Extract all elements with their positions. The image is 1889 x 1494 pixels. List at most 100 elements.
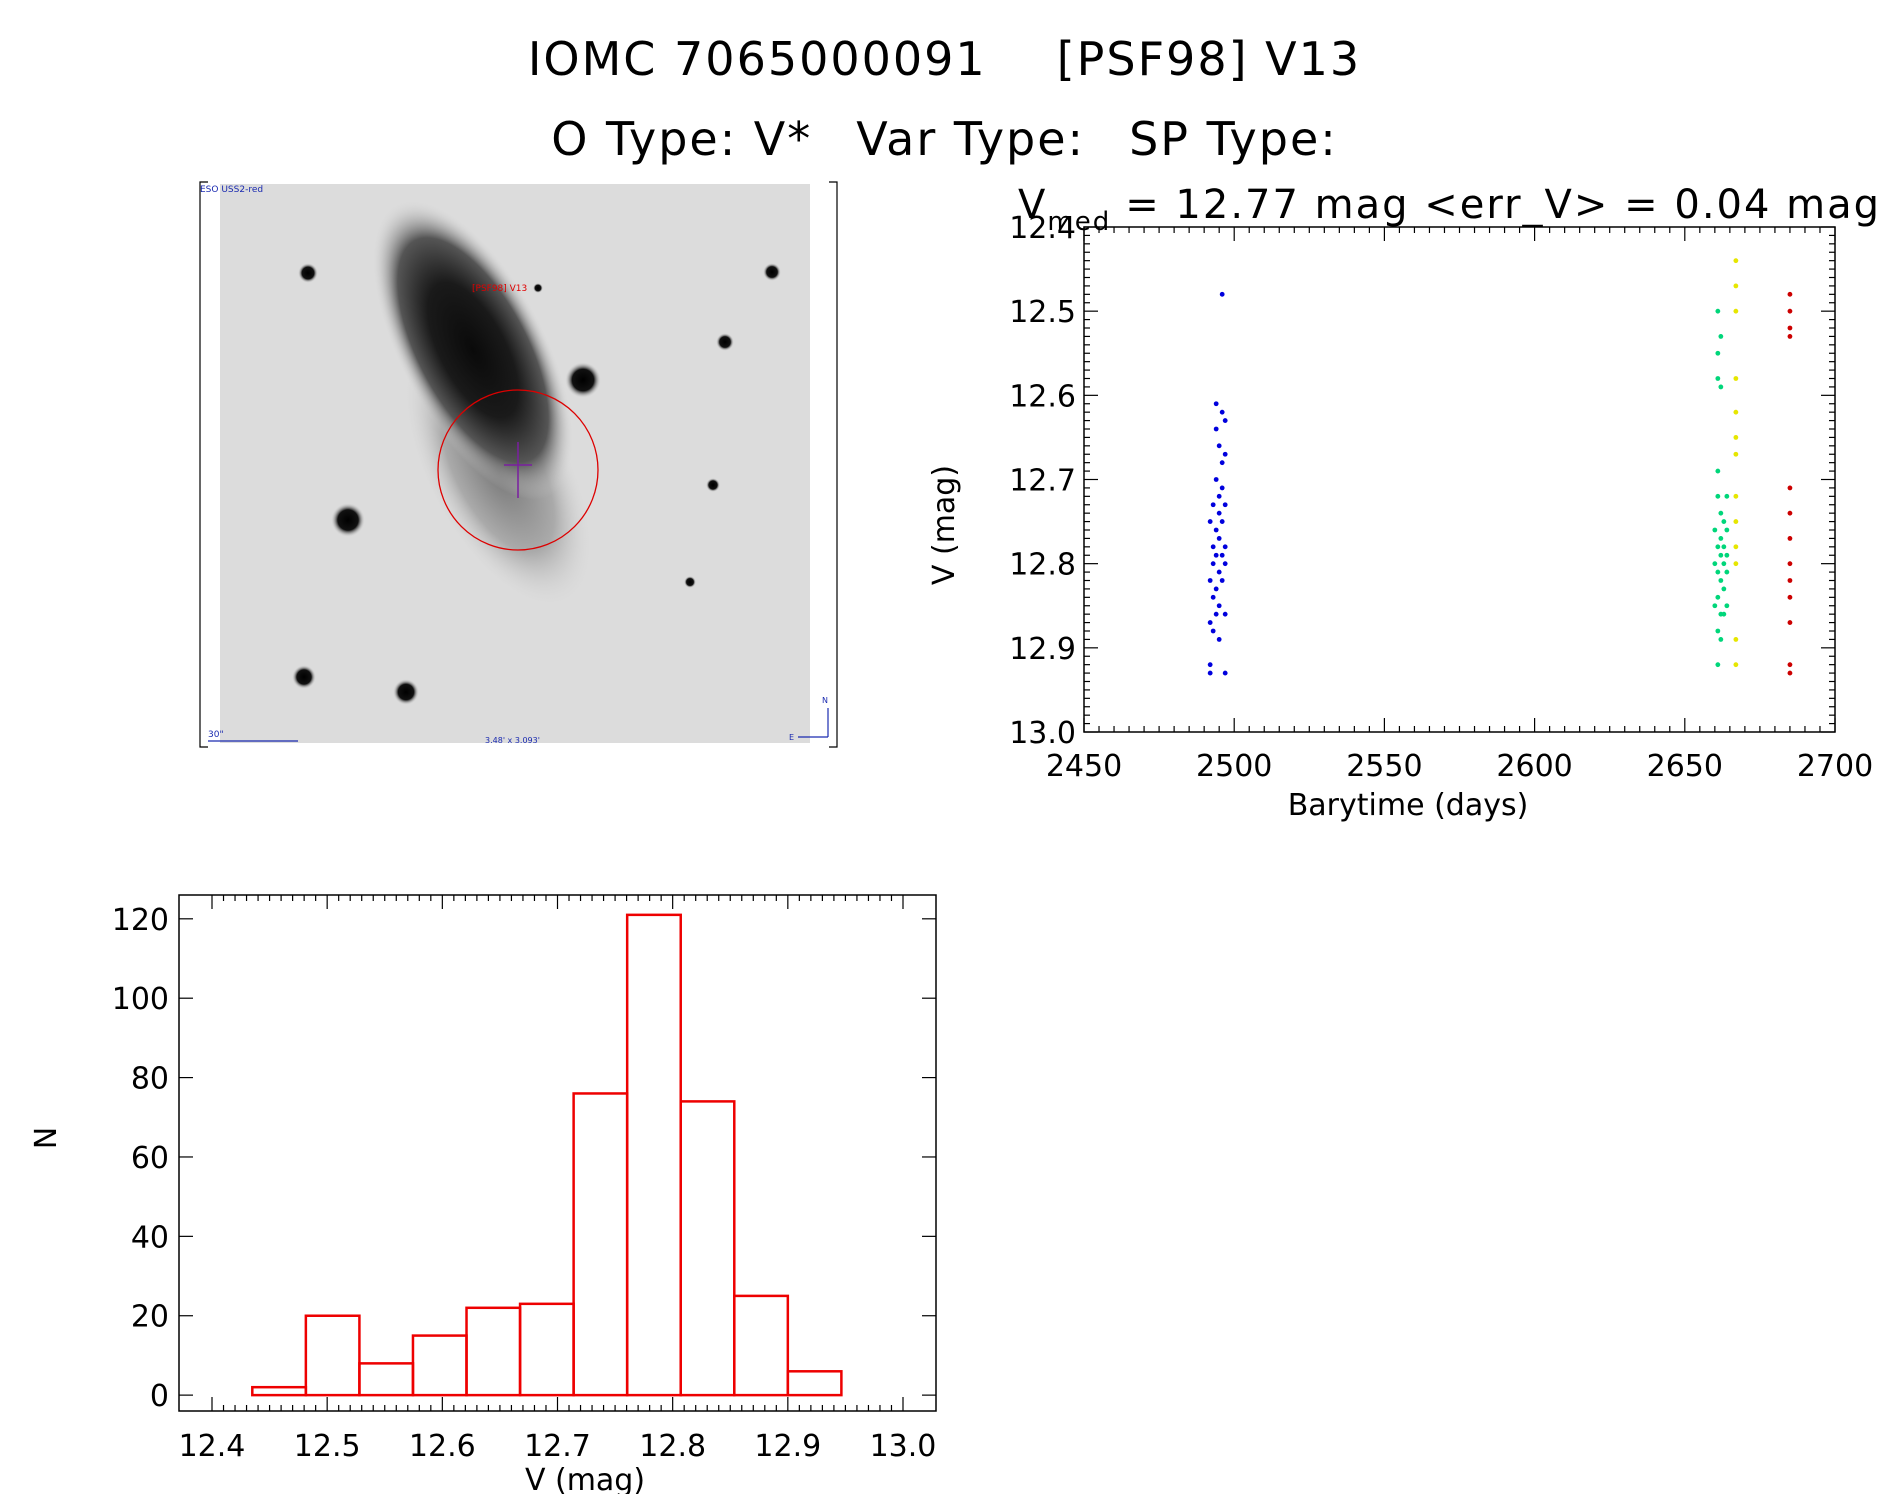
histogram-axes: 12.4 12.5 12.6 12.7 12.8 12.9 13.0 0 20 40 60 80 100… (112, 894, 937, 1464)
data-point (1733, 435, 1739, 440)
o-type-label: O Type: V* (551, 112, 813, 166)
data-point (1715, 468, 1721, 474)
histogram-bars (251, 913, 843, 1397)
data-point (1721, 519, 1727, 524)
x-tick-label: 12.9 (754, 1429, 821, 1464)
data-point (1718, 637, 1724, 642)
data-point (1733, 662, 1739, 668)
sp-type-label: SP Type: (1129, 112, 1338, 166)
target-label: [PSF98] V13 (472, 284, 527, 294)
y-tick-label: 12.4 (1009, 211, 1076, 246)
x-axis-label: Barytime (days) (1288, 788, 1529, 823)
figure-title: IOMC 7065000091 [PSF98] V13 (0, 32, 1889, 86)
data-point (1213, 401, 1219, 407)
data-point (1787, 594, 1793, 600)
survey-label: ESO USS2-red (200, 185, 263, 195)
compass-n-label: N (822, 696, 828, 705)
x-tick-label: 2450 (1046, 749, 1122, 784)
histogram-bar (465, 1306, 522, 1397)
data-point (1733, 376, 1739, 381)
histogram-bar (518, 1302, 575, 1397)
data-point (1216, 536, 1222, 541)
data-point (1787, 536, 1793, 541)
data-point (1724, 603, 1730, 609)
y-tick-label: 60 (131, 1141, 169, 1176)
data-point (1207, 578, 1213, 583)
y-tick-label: 12.5 (1009, 295, 1076, 330)
data-point (1213, 527, 1219, 533)
data-point (1718, 334, 1724, 339)
data-point (1787, 308, 1793, 314)
data-point (1787, 670, 1793, 676)
data-point (1712, 603, 1718, 609)
data-point (1721, 544, 1727, 550)
title-v: V (1018, 182, 1047, 228)
data-point (1715, 376, 1721, 381)
data-point (1733, 637, 1739, 642)
scale-label: 30" (208, 730, 224, 740)
star (684, 576, 696, 588)
data-point (1222, 611, 1228, 617)
data-point (1216, 603, 1222, 609)
data-point (1787, 334, 1793, 339)
data-point (1787, 485, 1793, 491)
data-point (1733, 544, 1739, 550)
histogram-bar (411, 1334, 468, 1397)
data-point (1210, 594, 1216, 600)
star (565, 362, 601, 398)
data-point (1733, 409, 1739, 415)
x-tick-label: 13.0 (870, 1429, 937, 1464)
data-point (1210, 544, 1216, 550)
data-point (1721, 561, 1727, 567)
data-point (1715, 544, 1721, 550)
y-axis-label: V (mag) (930, 465, 962, 585)
data-point (1724, 493, 1730, 499)
alt-name: [PSF98] V13 (1056, 32, 1362, 86)
data-point (1216, 443, 1222, 449)
data-point (1715, 308, 1721, 314)
data-point (1213, 586, 1219, 592)
y-tick-label: 100 (112, 982, 169, 1017)
x-tick-label: 12.7 (524, 1429, 591, 1464)
x-tick-label: 2700 (1797, 749, 1873, 784)
x-tick-label: 2500 (1196, 749, 1272, 784)
title-stats: = 12.77 mag <err_V> = 0.04 mag (1125, 182, 1880, 228)
data-point (1219, 552, 1225, 558)
data-point (1222, 451, 1228, 457)
x-tick-label: 12.6 (409, 1429, 476, 1464)
star (292, 665, 316, 689)
plot-frame (178, 894, 937, 1412)
y-tick-label: 40 (131, 1220, 169, 1255)
data-point (1216, 493, 1222, 499)
data-point (1715, 662, 1721, 668)
data-point (1718, 510, 1724, 516)
image-bracket-left (199, 181, 208, 748)
y-tick-label: 80 (131, 1062, 169, 1097)
y-axis-label: N (30, 1127, 64, 1149)
y-tick-label: 12.6 (1009, 379, 1076, 414)
x-axis-label: V (mag) (525, 1463, 645, 1494)
histogram-bar (625, 913, 682, 1397)
data-point (1787, 620, 1793, 625)
data-point (1787, 510, 1793, 516)
data-point (1724, 569, 1730, 575)
data-point (1718, 552, 1724, 558)
light-curve-title: Vmed = 12.77 mag <err_V> = 0.04 mag (1018, 182, 1880, 237)
y-tick-label: 12.9 (1009, 632, 1076, 667)
x-tick-label: 12.4 (179, 1429, 246, 1464)
data-point (1222, 418, 1228, 423)
histogram-bar (733, 1294, 790, 1397)
y-tick-label: 0 (150, 1379, 169, 1414)
data-point (1222, 502, 1228, 508)
data-point (1210, 628, 1216, 634)
histogram-chart: 12.4 12.5 12.6 12.7 12.8 12.9 13.0 0 20 40 60 80 100… (30, 894, 937, 1494)
data-point (1219, 291, 1225, 297)
star (331, 503, 365, 537)
data-point (1715, 628, 1721, 634)
data-point (1787, 561, 1793, 567)
data-point (1715, 350, 1721, 356)
data-point (1222, 561, 1228, 567)
var-type-label: Var Type: (856, 112, 1086, 166)
sky-image: [PSF98] V13 ESO USS2-red 30" 3.48' x 3.0… (198, 180, 839, 749)
data-point (1724, 527, 1730, 533)
